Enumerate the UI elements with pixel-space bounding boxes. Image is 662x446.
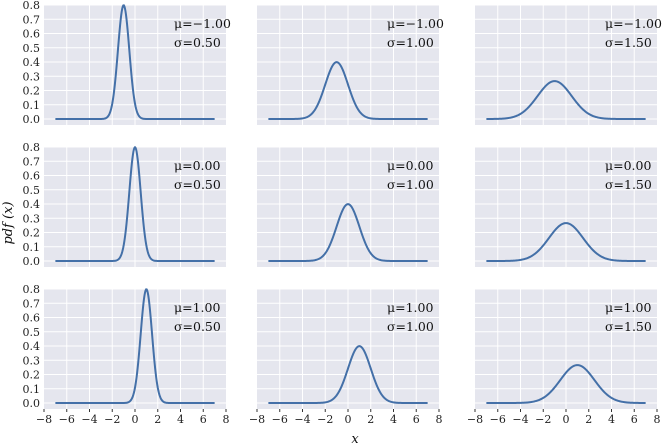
mu-annotation: μ=−1.00 (387, 16, 444, 31)
y-tick-label: 0.7 (23, 13, 41, 26)
x-tick-label: 8 (654, 413, 661, 426)
sigma-annotation: σ=0.50 (174, 319, 221, 334)
pdf-curve (268, 345, 428, 404)
mu-annotation: μ=0.00 (387, 158, 433, 173)
x-tick-label: −2 (317, 413, 333, 426)
x-tick-label: 8 (223, 413, 230, 426)
x-tick-label: 6 (413, 413, 420, 426)
y-tick-label: 0.7 (23, 155, 41, 168)
y-tick-label: 0.8 (23, 283, 41, 296)
mu-annotation: μ=−1.00 (174, 16, 231, 31)
x-tick-label: 2 (154, 413, 161, 426)
mu-annotation: μ=0.00 (174, 158, 220, 173)
panel-r1-c2: μ=0.00 σ=1.50 (475, 146, 657, 267)
sigma-annotation: σ=1.00 (387, 35, 434, 50)
mu-annotation: μ=0.00 (605, 158, 651, 173)
panels: μ=−1.00σ=0.500.00.10.20.30.40.50.60.70.8… (23, 0, 662, 426)
y-tick-label: 0.2 (23, 85, 41, 98)
x-tick-label: 2 (585, 413, 592, 426)
y-tick-label: 0.8 (23, 0, 41, 12)
y-tick-label: 0.1 (23, 241, 41, 254)
y-tick-label: 0.4 (23, 340, 41, 353)
panel-r0-c2: μ=−1.00 σ=1.50 (475, 4, 662, 125)
y-tick-label: 0.8 (23, 141, 41, 154)
panel-r1-c1: μ=0.00 σ=1.00 (257, 146, 439, 267)
sigma-annotation: σ=1.50 (605, 35, 652, 50)
pdf-curve (486, 222, 646, 262)
y-tick-label: 0.2 (23, 227, 41, 240)
y-tick-label: 0.6 (23, 28, 41, 41)
y-tick-label: 0.4 (23, 56, 41, 69)
x-tick-label: 0 (563, 413, 570, 426)
panel-r0-c0: μ=−1.00 σ=0.50 0.00.10.2 0.30.40.50.6 0.70.8 (23, 0, 231, 126)
mu-annotation: μ=1.00 (387, 300, 433, 315)
y-tick-label: 0.1 (23, 383, 41, 396)
sigma-annotation: σ=1.00 (387, 319, 434, 334)
y-tick-label: 0.1 (23, 99, 41, 112)
pdf-curve (268, 61, 428, 120)
x-tick-label: −2 (535, 413, 551, 426)
x-tick-label: −6 (490, 413, 506, 426)
sigma-annotation: σ=0.50 (174, 35, 221, 50)
pdf-curve (55, 4, 215, 120)
y-tick-label: 0.3 (23, 354, 41, 367)
y-tick-label: 0.3 (23, 70, 41, 83)
x-tick-label: 2 (367, 413, 374, 426)
x-tick-label: 6 (631, 413, 638, 426)
pdf-curve (55, 145, 215, 262)
y-tick-label: 0.5 (23, 184, 41, 197)
x-tick-label: 8 (436, 413, 443, 426)
x-axis-label: x (351, 432, 359, 446)
mu-annotation: μ=1.00 (174, 300, 220, 315)
y-tick-label: 0.5 (23, 326, 41, 339)
pdf-curve (268, 203, 428, 262)
sigma-annotation: σ=0.50 (174, 177, 221, 192)
x-tick-label: 0 (132, 413, 139, 426)
mu-annotation: μ=1.00 (605, 300, 651, 315)
y-tick-label: 0.0 (23, 255, 41, 268)
y-tick-label: 0.5 (23, 42, 41, 55)
y-tick-label: 0.6 (23, 170, 41, 183)
x-tick-label: −4 (512, 413, 528, 426)
pdf-curve (486, 364, 646, 404)
sigma-annotation: σ=1.50 (605, 319, 652, 334)
sigma-annotation: σ=1.00 (387, 177, 434, 192)
panel-r2-c0: μ=1.00 σ=0.50 0.00.10.2 0.30.40.50.6 0.70.8 −… (23, 283, 230, 426)
y-tick-label: 0.7 (23, 297, 41, 310)
y-tick-label: 0.6 (23, 312, 41, 325)
x-tick-label: −8 (249, 413, 265, 426)
y-tick-label: 0.4 (23, 198, 41, 211)
y-tick-label: 0.0 (23, 113, 41, 126)
x-tick-label: 4 (608, 413, 615, 426)
x-tick-label: −4 (81, 413, 97, 426)
x-tick-label: 0 (345, 413, 352, 426)
x-tick-label: −6 (59, 413, 75, 426)
x-tick-label: −4 (294, 413, 310, 426)
x-tick-label: 4 (177, 413, 184, 426)
x-tick-label: −2 (104, 413, 120, 426)
y-tick-label: 0.0 (23, 397, 41, 410)
y-tick-label: 0.3 (23, 212, 41, 225)
x-tick-label: −8 (36, 413, 52, 426)
y-axis-label: pdf (x) (1, 201, 16, 244)
x-tick-label: −6 (272, 413, 288, 426)
y-tick-label: 0.2 (23, 369, 41, 382)
panel-r2-c2: μ=1.00 σ=1.50 −8 −6 −4 −2 0 2 4 6 8 (467, 288, 661, 426)
mu-annotation: μ=−1.00 (605, 16, 662, 31)
x-tick-label: −8 (467, 413, 483, 426)
sigma-annotation: σ=1.50 (605, 177, 652, 192)
x-tick-label: 6 (200, 413, 207, 426)
pdf-curve (55, 288, 215, 404)
pdf-curve (486, 80, 646, 120)
x-tick-label: 4 (390, 413, 397, 426)
panel-r2-c1: μ=1.00 σ=1.00 −8 −6 −4 −2 0 2 4 6 8 (249, 288, 443, 426)
panel-r0-c1: μ=−1.00 σ=1.00 (257, 4, 444, 125)
panel-r1-c0: μ=0.00 σ=0.50 0.00.10.2 0.30.40.50.6 0.70.8 (23, 141, 226, 268)
